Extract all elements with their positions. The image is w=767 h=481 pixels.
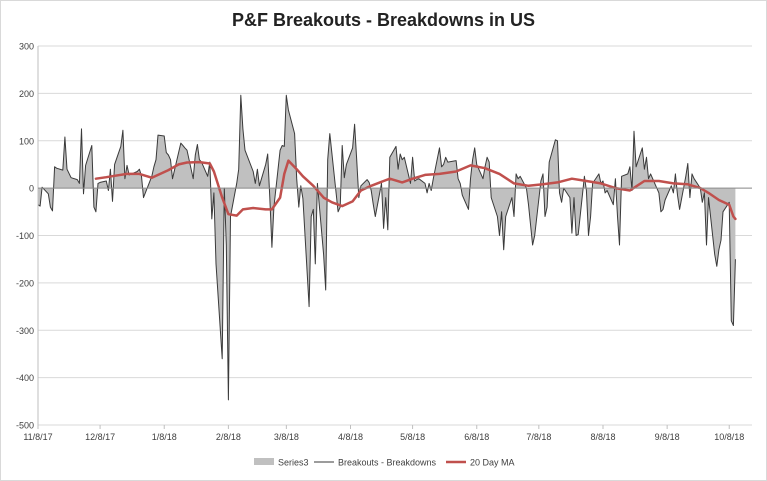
x-tick-label: 2/8/18 bbox=[216, 432, 241, 442]
x-tick-label: 11/8/17 bbox=[23, 432, 52, 442]
breakouts-breakdowns-line bbox=[37, 94, 736, 401]
x-tick-label: 8/8/18 bbox=[590, 432, 615, 442]
y-tick-label: -200 bbox=[16, 278, 34, 288]
legend-label: 20 Day MA bbox=[470, 458, 515, 468]
x-tick-label: 5/8/18 bbox=[400, 432, 425, 442]
y-tick-label: 200 bbox=[19, 89, 34, 99]
x-tick-label: 7/8/18 bbox=[526, 432, 551, 442]
y-tick-label: 100 bbox=[19, 136, 34, 146]
x-tick-label: 3/8/18 bbox=[274, 432, 299, 442]
y-tick-label: -100 bbox=[16, 231, 34, 241]
y-tick-label: -500 bbox=[16, 421, 34, 431]
y-tick-label: -300 bbox=[16, 326, 34, 336]
x-tick-label: 9/8/18 bbox=[655, 432, 680, 442]
y-tick-label: 300 bbox=[19, 42, 34, 52]
legend-layer: Series3 Breakouts - Breakdowns 20 Day MA bbox=[254, 458, 515, 468]
y-tick-label: -400 bbox=[16, 373, 34, 383]
x-tick-label: 4/8/18 bbox=[338, 432, 363, 442]
x-tick-label: 1/8/18 bbox=[152, 432, 177, 442]
y-tick-label: 0 bbox=[29, 184, 34, 194]
x-tick-label: 10/8/18 bbox=[714, 432, 744, 442]
legend-swatch-series3 bbox=[254, 458, 274, 465]
x-tick-label: 12/8/17 bbox=[85, 432, 115, 442]
x-tick-label: 6/8/18 bbox=[464, 432, 489, 442]
chart-title: P&F Breakouts - Breakdowns in US bbox=[231, 10, 536, 30]
grid-layer bbox=[38, 45, 752, 426]
legend-label: Breakouts - Breakdowns bbox=[338, 458, 437, 468]
legend-label: Series3 bbox=[278, 458, 309, 468]
